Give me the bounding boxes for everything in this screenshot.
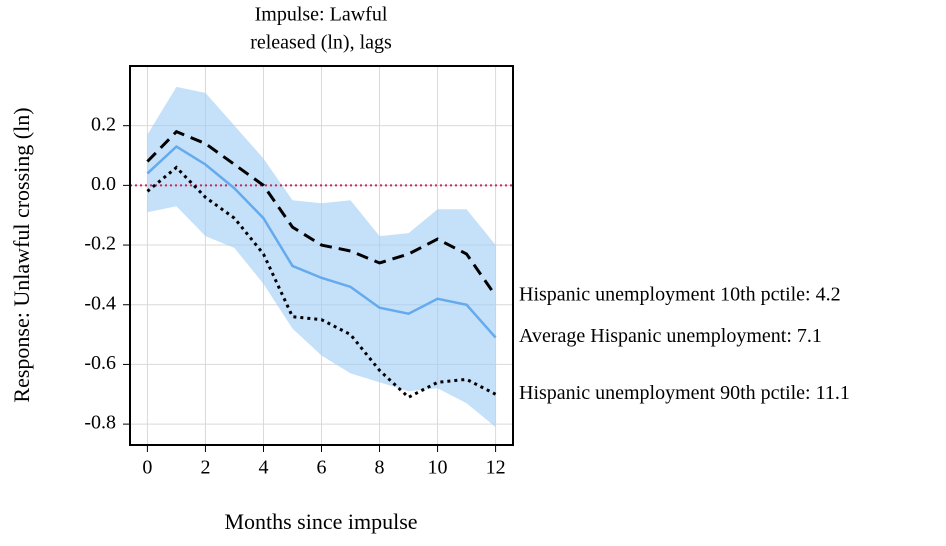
y-tick-label: 0.0: [91, 173, 116, 195]
chart-title: Impulse: Lawful: [255, 4, 388, 26]
series-line: [146, 165, 497, 400]
x-tick-label: 10: [428, 457, 448, 479]
y-tick-label: -0.6: [84, 352, 116, 374]
series-label: Hispanic unemployment 10th pctile: 4.2: [519, 283, 841, 305]
y-axis-label: Response: Unlawful crossing (ln): [9, 107, 34, 402]
x-tick-label: 12: [486, 457, 506, 479]
x-tick-label: 0: [142, 457, 152, 479]
confidence-band: [147, 86, 496, 428]
series-label: Hispanic unemployment 90th pctile: 11.1: [519, 382, 850, 404]
chart-title: released (ln), lags: [250, 32, 392, 54]
series-line: [146, 129, 497, 297]
y-tick-label: -0.4: [84, 292, 116, 314]
y-tick-label: -0.8: [84, 412, 116, 434]
x-tick-label: 6: [317, 457, 327, 479]
series-line: [146, 145, 497, 339]
x-tick-label: 4: [258, 457, 268, 479]
x-axis-label: Months since impulse: [224, 509, 417, 534]
series-label: Average Hispanic unemployment: 7.1: [519, 325, 822, 347]
x-tick-label: 8: [375, 457, 385, 479]
x-tick-label: 2: [200, 457, 210, 479]
y-tick-label: -0.2: [84, 233, 116, 255]
y-tick-label: 0.2: [91, 113, 116, 135]
plot-frame: [129, 65, 514, 446]
